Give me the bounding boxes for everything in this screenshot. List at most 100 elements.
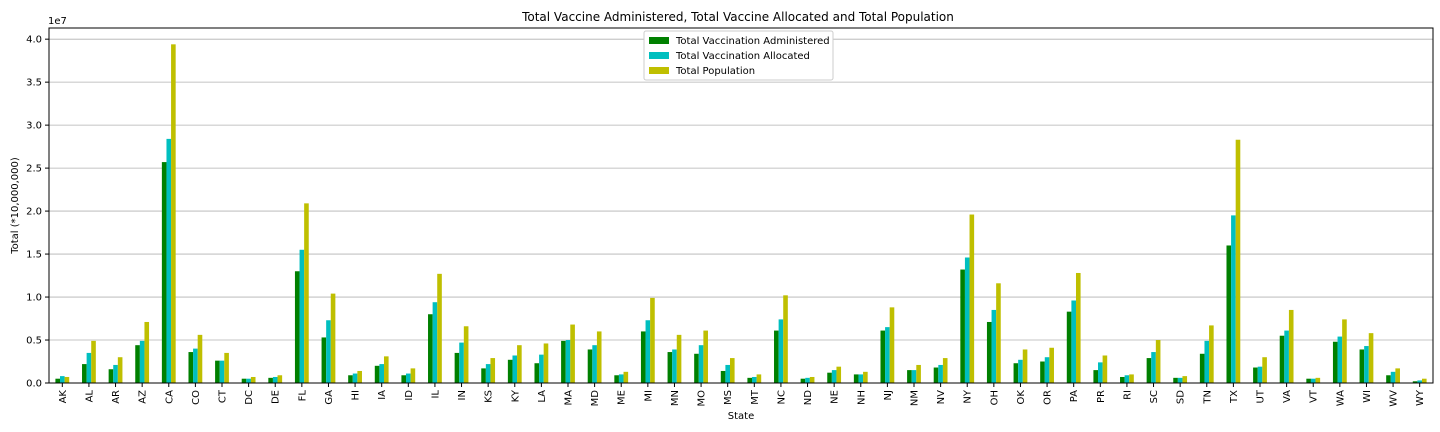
bar-al-administered bbox=[82, 364, 87, 383]
bar-fl-administered bbox=[294, 271, 300, 383]
bar-or-population bbox=[1049, 347, 1054, 383]
bar-nh-allocated bbox=[858, 374, 864, 383]
x-tick-label: AZ bbox=[138, 390, 149, 404]
bar-nm-allocated bbox=[911, 370, 917, 383]
bar-de-population bbox=[277, 375, 283, 383]
bar-mn-administered bbox=[667, 352, 673, 383]
x-tick-label: NH bbox=[856, 390, 867, 405]
bar-ny-allocated bbox=[964, 257, 970, 383]
bar-ne-population bbox=[836, 366, 842, 383]
legend-label-allocated: Total Vaccination Allocated bbox=[675, 51, 810, 62]
bar-wv-allocated bbox=[1390, 371, 1396, 383]
bar-nd-allocated bbox=[805, 377, 810, 383]
bar-tn-population bbox=[1209, 325, 1214, 383]
bar-mi-allocated bbox=[645, 320, 651, 383]
bar-wa-allocated bbox=[1337, 336, 1343, 383]
x-tick-label: FL bbox=[297, 390, 308, 402]
bar-ms-allocated bbox=[725, 364, 730, 383]
y-axis-ticks: 0.0 0.5 1.0 1.5 2.0 2.5 3.0 3.5 4.0 bbox=[26, 35, 49, 390]
bar-me-administered bbox=[614, 375, 619, 383]
bar-ia-allocated bbox=[379, 364, 384, 383]
bar-pa-allocated bbox=[1071, 300, 1076, 383]
bar-mn-population bbox=[676, 334, 682, 383]
bar-mt-population bbox=[756, 374, 762, 383]
bar-wa-administered bbox=[1332, 341, 1338, 383]
y-tick-label: 4.0 bbox=[26, 35, 42, 46]
bar-in-population bbox=[463, 326, 469, 383]
bar-id-administered bbox=[401, 375, 407, 383]
bar-fl-population bbox=[304, 203, 309, 383]
x-tick-label: UT bbox=[1256, 389, 1267, 403]
bar-nd-population bbox=[809, 376, 815, 383]
bar-ca-population bbox=[171, 44, 176, 383]
bar-ne-administered bbox=[827, 372, 832, 383]
bar-ky-population bbox=[517, 345, 522, 383]
bar-or-administered bbox=[1040, 361, 1045, 383]
x-tick-label: WA bbox=[1335, 390, 1346, 406]
bar-ut-administered bbox=[1253, 367, 1258, 383]
x-tick-label: WV bbox=[1389, 390, 1400, 407]
bar-ok-administered bbox=[1013, 363, 1019, 383]
bar-mo-administered bbox=[694, 353, 699, 383]
bar-ct-administered bbox=[215, 360, 220, 383]
bar-tx-population bbox=[1235, 139, 1241, 383]
legend-box bbox=[643, 30, 834, 81]
x-tick-label: OH bbox=[989, 390, 1000, 405]
bar-vt-allocated bbox=[1310, 378, 1316, 383]
x-tick-label: AR bbox=[111, 390, 122, 404]
bar-nd-administered bbox=[800, 378, 806, 383]
bar-wi-allocated bbox=[1364, 346, 1369, 383]
bar-pr-population bbox=[1102, 355, 1108, 383]
bar-az-administered bbox=[135, 345, 140, 383]
x-tick-label: KY bbox=[510, 389, 521, 402]
bar-pr-administered bbox=[1093, 370, 1099, 383]
bar-il-population bbox=[437, 273, 442, 383]
x-tick-label: IL bbox=[430, 390, 441, 399]
y-tick-label: 2.0 bbox=[26, 207, 42, 218]
bar-ak-administered bbox=[55, 378, 61, 383]
bar-de-administered bbox=[268, 377, 273, 383]
bar-ca-administered bbox=[161, 162, 167, 383]
x-axis-ticks: AK AL AR AZ CA CO CT DC DE FL GA HI IA ID IL IN KS KY LA MA… bbox=[58, 383, 1426, 407]
y-tick-label: 0.0 bbox=[26, 379, 42, 390]
bar-il-allocated bbox=[432, 302, 438, 383]
x-tick-label: HI bbox=[351, 390, 362, 400]
bar-ut-allocated bbox=[1257, 366, 1263, 383]
y-axis-scale-label: 1e7 bbox=[48, 16, 67, 27]
bar-in-allocated bbox=[459, 342, 464, 383]
bar-wv-population bbox=[1395, 368, 1400, 383]
x-tick-label: PR bbox=[1096, 390, 1107, 403]
x-tick-label: CT bbox=[218, 389, 229, 403]
bar-ia-population bbox=[383, 356, 389, 383]
bar-hi-administered bbox=[348, 375, 353, 383]
x-tick-label: CA bbox=[164, 390, 175, 404]
bar-va-allocated bbox=[1284, 330, 1289, 383]
bar-sc-administered bbox=[1146, 358, 1152, 383]
chart-title: Total Vaccine Administered, Total Vaccin… bbox=[521, 10, 954, 24]
x-tick-label: VA bbox=[1282, 390, 1293, 403]
bar-ut-population bbox=[1262, 357, 1267, 383]
bar-va-administered bbox=[1279, 335, 1285, 383]
grid-lines bbox=[49, 38, 1433, 384]
bar-ga-administered bbox=[321, 337, 327, 383]
bar-ca-allocated bbox=[166, 138, 172, 383]
bar-wy-allocated bbox=[1417, 380, 1422, 383]
bar-wi-population bbox=[1368, 333, 1374, 383]
bar-mi-population bbox=[650, 297, 655, 383]
bar-ar-population bbox=[117, 357, 123, 383]
bar-ky-administered bbox=[507, 359, 513, 383]
x-tick-label: SD bbox=[1176, 390, 1187, 404]
bar-ny-administered bbox=[960, 269, 965, 383]
bar-hi-allocated bbox=[352, 373, 358, 383]
bar-dc-population bbox=[250, 376, 256, 383]
bar-md-administered bbox=[587, 349, 593, 383]
x-tick-label: MA bbox=[564, 390, 575, 406]
y-tick-label: 0.5 bbox=[26, 336, 42, 347]
bar-sd-administered bbox=[1173, 377, 1178, 383]
y-tick-label: 3.0 bbox=[26, 121, 42, 132]
bar-mo-population bbox=[703, 330, 708, 383]
bar-ky-allocated bbox=[512, 355, 518, 383]
x-tick-label: ID bbox=[404, 390, 415, 401]
x-tick-label: MT bbox=[750, 389, 761, 405]
